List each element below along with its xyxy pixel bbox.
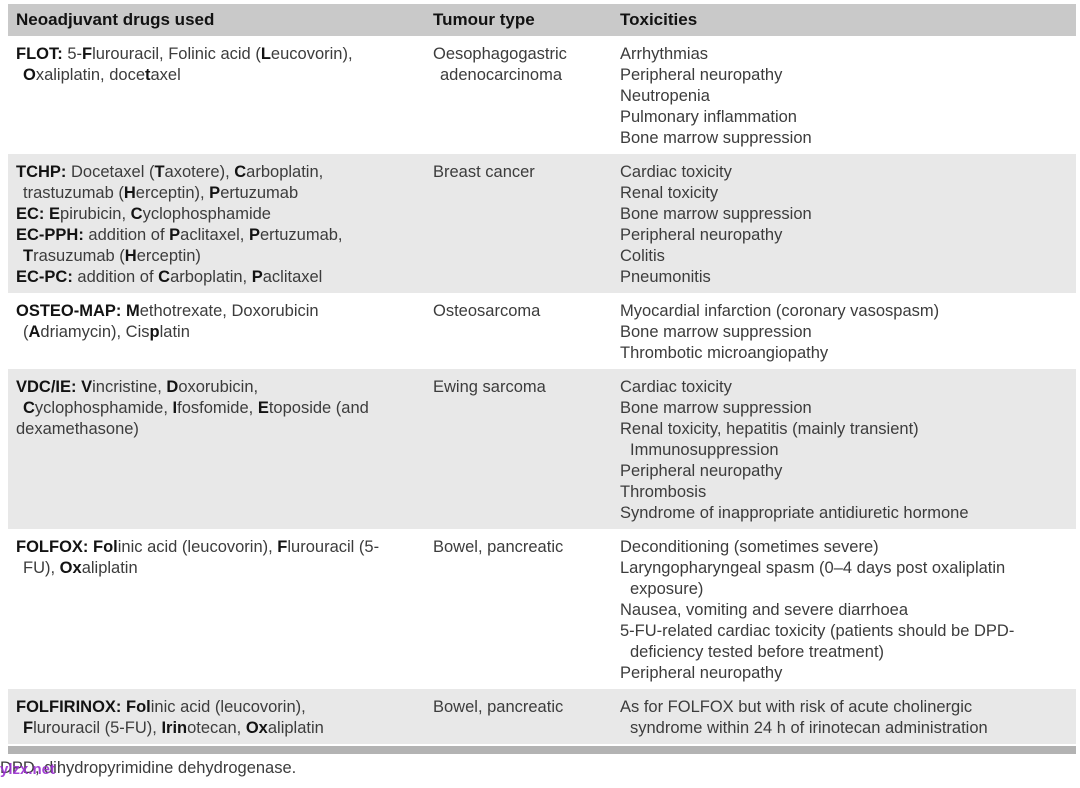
toxicity-line: 5-FU-related cardiac toxicity (patients … xyxy=(620,622,1015,640)
tumour-cell: Bowel, pancreatic xyxy=(425,537,612,684)
tumour-cell: Oesophagogastric adenocarcinoma xyxy=(425,44,612,149)
toxicities-cell: Arrhythmias Peripheral neuropathy Neutrope… xyxy=(612,44,1076,149)
toxicity-line: Arrhythmias xyxy=(620,45,709,63)
drugs-line: Trasuzumab (Herceptin) xyxy=(23,247,201,265)
toxicity-line: Myocardial infarction (coronary vasospas… xyxy=(620,302,940,320)
toxicities-cell: Cardiac toxicity Renal toxicity Bone marro… xyxy=(612,162,1076,288)
header-neoadjuvant-drugs: Neoadjuvant drugs used xyxy=(16,10,215,29)
tumour-cell: Breast cancer xyxy=(425,162,612,288)
toxicity-line: Pneumonitis xyxy=(620,268,711,286)
toxicity-line: Bone marrow suppression xyxy=(620,205,812,223)
drugs-line: (Adriamycin), Cisplatin xyxy=(23,323,190,341)
footnote: ylzx.net DPD, dihydropyrimidine dehydrog… xyxy=(0,758,1080,779)
toxicities-cell: Myocardial infarction (coronary vasospas… xyxy=(612,301,1076,364)
toxicity-line: Bone marrow suppression xyxy=(620,323,812,341)
tumour-line: Bowel, pancreatic xyxy=(433,698,564,716)
drugs-line: EC: Epirubicin, Cyclophosphamide xyxy=(16,205,271,223)
toxicity-line: As for FOLFOX but with risk of acute cho… xyxy=(620,698,973,716)
tumour-cell: Bowel, pancreatic xyxy=(425,697,612,739)
toxicities-cell: Cardiac toxicity Bone marrow suppression R… xyxy=(612,377,1076,524)
drugs-cell: OSTEO-MAP: Methotrexate, Doxorubicin (Adr… xyxy=(8,301,425,364)
toxicity-line: Laryngopharyngeal spasm (0–4 days post o… xyxy=(620,559,1006,577)
tumour-cell: Ewing sarcoma xyxy=(425,377,612,524)
toxicity-line: Bone marrow suppression xyxy=(620,129,812,147)
drugs-line: Oxaliplatin, docetaxel xyxy=(23,66,181,84)
neoadjuvant-drugs-table: Neoadjuvant drugs used Tumour type Toxic… xyxy=(8,4,1076,754)
toxicity-line: Neutropenia xyxy=(620,87,710,105)
drugs-line: dexamethasone) xyxy=(16,420,139,438)
drugs-line: trastuzumab (Herceptin), Pertuzumab xyxy=(23,184,299,202)
table-row: FOLFIRINOX: Folinic acid (leucovorin), Fl… xyxy=(8,689,1076,744)
table-body: FLOT: 5-Flurouracil, Folinic acid (Leuco… xyxy=(8,36,1076,744)
drugs-cell: FOLFOX: Folinic acid (leucovorin), Fluro… xyxy=(8,537,425,684)
toxicity-line: syndrome within 24 h of irinotecan admin… xyxy=(630,719,988,737)
drugs-line: EC-PC: addition of Carboplatin, Paclitax… xyxy=(16,268,323,286)
toxicity-line: Thrombosis xyxy=(620,483,707,501)
table-header-row: Neoadjuvant drugs used Tumour type Toxic… xyxy=(8,4,1076,36)
toxicity-line: Syndrome of inappropriate antidiuretic h… xyxy=(620,504,969,522)
tumour-line: Osteosarcoma xyxy=(433,302,541,320)
drugs-line: FOLFOX: Folinic acid (leucovorin), Fluro… xyxy=(16,538,380,556)
toxicity-line: Colitis xyxy=(620,247,665,265)
document-page: Neoadjuvant drugs used Tumour type Toxic… xyxy=(0,4,1080,788)
drugs-line: OSTEO-MAP: Methotrexate, Doxorubicin xyxy=(16,302,319,320)
drugs-line: FLOT: 5-Flurouracil, Folinic acid (Leuco… xyxy=(16,45,353,63)
toxicity-line: Peripheral neuropathy xyxy=(620,664,783,682)
header-tumour-type: Tumour type xyxy=(433,10,535,29)
toxicity-line: Immunosuppression xyxy=(630,441,779,459)
drugs-line: FU), Oxaliplatin xyxy=(23,559,138,577)
tumour-cell: Osteosarcoma xyxy=(425,301,612,364)
tumour-line: Bowel, pancreatic xyxy=(433,538,564,556)
drugs-line: TCHP: Docetaxel (Taxotere), Carboplatin, xyxy=(16,163,324,181)
header-toxicities: Toxicities xyxy=(620,10,698,29)
table-bottom-border xyxy=(8,746,1076,754)
drugs-line: VDC/IE: Vincristine, Doxorubicin, xyxy=(16,378,259,396)
tumour-line: Breast cancer xyxy=(433,163,535,181)
toxicity-line: Cardiac toxicity xyxy=(620,163,732,181)
drugs-cell: TCHP: Docetaxel (Taxotere), Carboplatin,… xyxy=(8,162,425,288)
toxicity-line: Deconditioning (sometimes severe) xyxy=(620,538,879,556)
drugs-cell: VDC/IE: Vincristine, Doxorubicin, Cycloph… xyxy=(8,377,425,524)
table-row: TCHP: Docetaxel (Taxotere), Carboplatin,… xyxy=(8,154,1076,293)
drugs-line: Flurouracil (5-FU), Irinotecan, Oxalipla… xyxy=(23,719,324,737)
toxicity-line: Pulmonary inflammation xyxy=(620,108,797,126)
toxicity-line: Thrombotic microangiopathy xyxy=(620,344,829,362)
table-row: FLOT: 5-Flurouracil, Folinic acid (Leuco… xyxy=(8,36,1076,154)
toxicity-line: Peripheral neuropathy xyxy=(620,66,783,84)
toxicity-line: Cardiac toxicity xyxy=(620,378,732,396)
watermark-link[interactable]: ylzx.net xyxy=(0,761,56,778)
toxicities-cell: Deconditioning (sometimes severe) Laryngo… xyxy=(612,537,1076,684)
toxicity-line: Bone marrow suppression xyxy=(620,399,812,417)
toxicity-line: Renal toxicity xyxy=(620,184,719,202)
tumour-line: adenocarcinoma xyxy=(440,66,562,84)
toxicity-line: exposure) xyxy=(630,580,704,598)
toxicities-cell: As for FOLFOX but with risk of acute cho… xyxy=(612,697,1076,739)
drugs-line: EC-PPH: addition of Paclitaxel, Pertuzum… xyxy=(16,226,343,244)
tumour-line: Ewing sarcoma xyxy=(433,378,546,396)
toxicity-line: Peripheral neuropathy xyxy=(620,226,783,244)
drugs-cell: FLOT: 5-Flurouracil, Folinic acid (Leuco… xyxy=(8,44,425,149)
drugs-line: Cyclophosphamide, Ifosfomide, Etoposide … xyxy=(23,399,369,417)
drugs-line: FOLFIRINOX: Folinic acid (leucovorin), xyxy=(16,698,306,716)
footnote-text: DPD, dihydropyrimidine dehydrogenase. xyxy=(0,759,297,777)
toxicity-line: Renal toxicity, hepatitis (mainly transi… xyxy=(620,420,919,438)
toxicity-line: deficiency tested before treatment) xyxy=(630,643,885,661)
tumour-line: Oesophagogastric xyxy=(433,45,567,63)
table-row: VDC/IE: Vincristine, Doxorubicin, Cycloph… xyxy=(8,369,1076,529)
toxicity-line: Peripheral neuropathy xyxy=(620,462,783,480)
toxicity-line: Nausea, vomiting and severe diarrhoea xyxy=(620,601,909,619)
drugs-cell: FOLFIRINOX: Folinic acid (leucovorin), Fl… xyxy=(8,697,425,739)
table-row: FOLFOX: Folinic acid (leucovorin), Fluro… xyxy=(8,529,1076,689)
table-row: OSTEO-MAP: Methotrexate, Doxorubicin (Adr… xyxy=(8,293,1076,369)
